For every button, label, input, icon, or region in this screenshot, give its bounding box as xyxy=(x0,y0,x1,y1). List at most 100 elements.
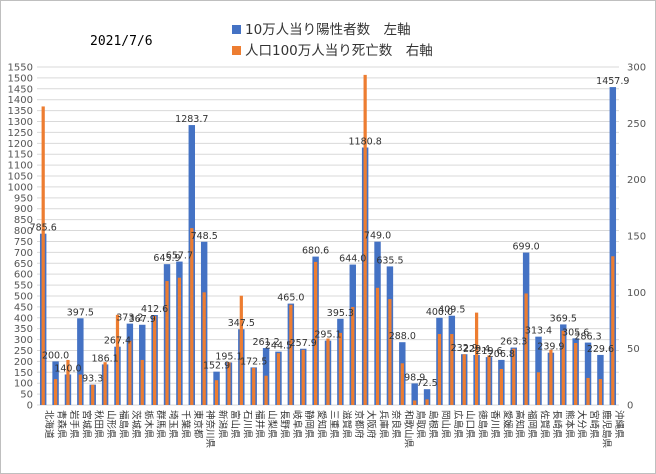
category-label: 香川県 xyxy=(489,410,500,439)
deaths-bar xyxy=(78,374,82,405)
positive-value-label: 644.0 xyxy=(339,254,366,265)
category-label: 沖縄県 xyxy=(613,410,625,439)
legend-label-positives: 10万人当り陽性者数 左軸 xyxy=(245,22,411,38)
positive-value-label: 239.9 xyxy=(537,342,564,353)
deaths-bar xyxy=(400,363,404,405)
left-tick-label: 350 xyxy=(14,324,33,335)
left-tick-label: 900 xyxy=(14,204,33,215)
category-label: 静岡県 xyxy=(303,410,315,439)
category-label: 岩手県 xyxy=(68,410,80,439)
positives-bar xyxy=(535,336,542,405)
positive-value-label: 409.5 xyxy=(438,305,465,316)
positive-value-label: 412.6 xyxy=(141,304,168,315)
right-axis-ticks: 0 50 100 150 200 250 300 xyxy=(627,63,646,412)
category-label: 滋賀県 xyxy=(340,410,352,439)
positives-bar xyxy=(77,318,84,405)
right-tick-label: 0 xyxy=(627,401,633,412)
deaths-bar xyxy=(140,359,144,405)
left-tick-label: 550 xyxy=(14,281,33,292)
category-label: 茨城県 xyxy=(130,410,142,439)
left-tick-label: 1050 xyxy=(8,172,33,183)
deaths-bar xyxy=(66,359,70,405)
positive-value-label: 232.9 xyxy=(451,343,478,354)
category-label: 青森県 xyxy=(56,410,68,439)
deaths-bar xyxy=(549,349,553,405)
positive-value-label: 140.0 xyxy=(54,363,81,374)
category-label: 宮崎県 xyxy=(588,410,600,439)
deaths-bar xyxy=(177,277,182,405)
positive-value-label: 748.5 xyxy=(191,231,218,242)
positive-value-label: 295.1 xyxy=(314,330,341,341)
positive-value-label: 263.3 xyxy=(500,337,527,348)
legend-label-deaths: 人口100万人当り死亡数 右軸 xyxy=(245,43,433,59)
category-label: 千葉県 xyxy=(179,410,191,439)
positive-value-label: 186.1 xyxy=(92,353,119,364)
category-label: 東京都 xyxy=(192,410,204,439)
category-label: 岐阜県 xyxy=(291,410,303,439)
category-label: 三重県 xyxy=(328,410,340,439)
deaths-bar xyxy=(41,106,45,405)
left-tick-label: 800 xyxy=(14,226,33,237)
positive-value-label: 98.9 xyxy=(404,372,425,383)
category-label: 北海道 xyxy=(43,410,55,439)
right-tick-label: 150 xyxy=(627,232,646,243)
deaths-bar xyxy=(214,380,219,405)
right-tick-label: 100 xyxy=(627,288,646,299)
deaths-bar xyxy=(586,377,590,405)
positive-value-label: 286.3 xyxy=(574,332,601,343)
category-label: 鹿児島県 xyxy=(600,410,612,449)
deaths-bar xyxy=(314,261,318,405)
category-label: 大阪府 xyxy=(365,410,377,439)
positive-value-label: 749.0 xyxy=(364,231,391,242)
deaths-bar xyxy=(289,304,293,405)
deaths-bar xyxy=(115,314,120,405)
positive-value-label: 645.9 xyxy=(153,253,180,264)
deaths-bar xyxy=(512,348,516,405)
positives-bar xyxy=(411,383,418,405)
right-tick-label: 300 xyxy=(627,63,646,74)
positive-value-label: 785.6 xyxy=(30,223,57,234)
right-tick-label: 50 xyxy=(627,344,640,355)
category-label: 富山県 xyxy=(229,410,241,439)
category-label: 福井県 xyxy=(254,410,266,439)
left-tick-label: 950 xyxy=(14,193,33,204)
positive-value-label: 1283.7 xyxy=(175,114,208,125)
positive-value-label: 680.6 xyxy=(302,246,329,257)
left-axis-ticks: 0501001502002503003504004505005506006507… xyxy=(8,63,33,412)
deaths-bar xyxy=(202,292,206,405)
positive-value-label: 257.9 xyxy=(290,338,317,349)
legend-swatch-positives xyxy=(232,25,241,34)
deaths-bar xyxy=(53,379,58,405)
category-label: 山口県 xyxy=(464,410,475,439)
positive-value-label: 267.4 xyxy=(104,336,131,347)
positive-value-label: 93.3 xyxy=(82,374,103,385)
deaths-bar xyxy=(375,287,380,405)
deaths-bar xyxy=(165,281,169,405)
positive-value-label: 195.1 xyxy=(215,351,242,362)
category-label: 福島県 xyxy=(117,410,129,439)
positive-value-label: 219.6 xyxy=(475,346,502,357)
positive-value-label: 400.0 xyxy=(426,307,453,318)
positives-bar xyxy=(609,87,617,405)
positive-value-label: 373.2 xyxy=(116,313,143,324)
category-label: 愛知県 xyxy=(316,410,328,439)
left-tick-label: 400 xyxy=(14,313,33,324)
left-tick-label: 500 xyxy=(14,291,33,302)
left-tick-label: 200 xyxy=(14,357,33,368)
category-labels: 北海道 青森県 岩手県 宮城県 秋田県 山形県 福島県 茨城県 栃木県 群馬県 埼玉県 千葉県 東京都神… xyxy=(43,410,625,449)
left-tick-label: 750 xyxy=(14,237,33,248)
deaths-bar xyxy=(276,353,281,405)
category-label: 高知県 xyxy=(514,410,526,439)
positive-value-label: 397.5 xyxy=(67,307,94,318)
category-label: 愛媛県 xyxy=(501,410,513,439)
deaths-bar xyxy=(499,368,503,405)
deaths-bar xyxy=(561,330,565,405)
category-label: 秋田県 xyxy=(93,410,105,439)
category-label: 鳥取県 xyxy=(415,410,427,439)
category-label: 山形県 xyxy=(105,410,117,439)
left-tick-label: 850 xyxy=(14,215,33,226)
category-label: 長崎県 xyxy=(551,410,563,439)
left-tick-label: 250 xyxy=(14,346,33,357)
deaths-bar xyxy=(574,343,578,405)
